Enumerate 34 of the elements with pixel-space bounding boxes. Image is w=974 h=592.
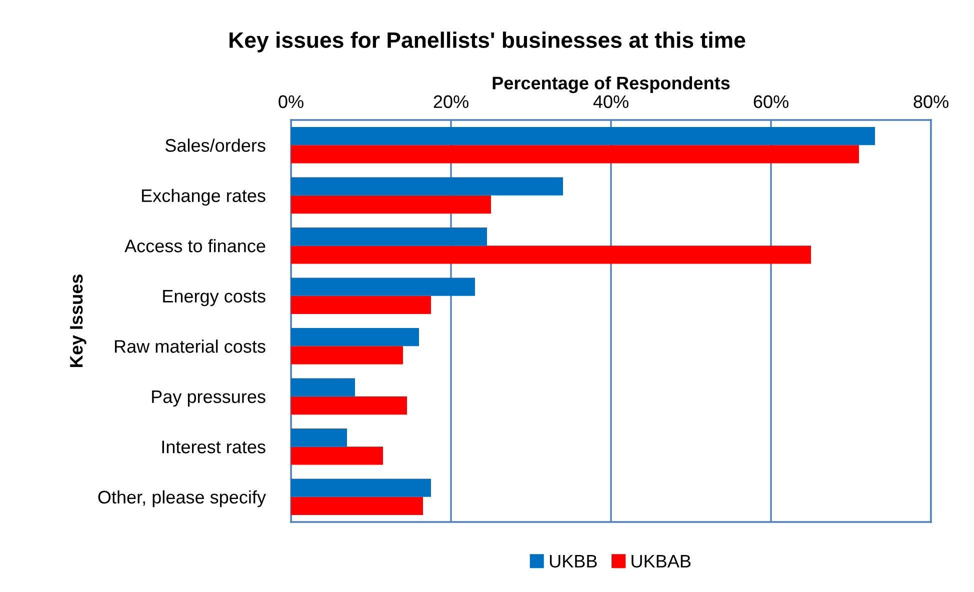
bar <box>291 378 355 396</box>
x-axis-title: Percentage of Respondents <box>492 76 730 94</box>
bar <box>291 396 407 414</box>
bar <box>291 246 811 264</box>
y-tick-label: Raw material costs <box>114 340 266 353</box>
bar <box>291 478 431 497</box>
bar <box>291 228 487 246</box>
y-tick-label: Exchange rates <box>142 188 266 206</box>
bar <box>291 446 383 465</box>
x-tick-label: 20% <box>434 95 468 108</box>
bar <box>291 496 423 515</box>
legend-label: UKBB <box>550 554 597 568</box>
y-tick-label: Interest rates <box>162 440 266 454</box>
y-tick-label: Sales/orders <box>165 138 266 152</box>
bar <box>291 195 491 214</box>
y-tick-label: Pay pressures <box>152 390 266 407</box>
bar <box>291 127 875 146</box>
x-tick-label: 40% <box>593 95 628 108</box>
x-tick-label: 60% <box>754 95 788 108</box>
x-tick-label: 0% <box>278 95 304 108</box>
bar <box>291 278 475 296</box>
y-tick-label: Other, please specify <box>98 490 266 508</box>
y-tick-label: Energy costs <box>163 290 266 306</box>
bar <box>291 145 859 164</box>
y-axis-title: Key Issues <box>70 274 86 367</box>
bar <box>291 177 563 196</box>
bar <box>291 346 403 364</box>
chart-title: Key issues for Panellists' businesses at this time <box>230 32 746 52</box>
legend-label: UKBAB <box>632 554 691 568</box>
bar <box>291 328 419 346</box>
bar <box>291 428 347 447</box>
y-tick-label: Access to finance <box>124 239 266 252</box>
x-tick-label: 80% <box>914 95 948 108</box>
bar <box>291 296 431 314</box>
